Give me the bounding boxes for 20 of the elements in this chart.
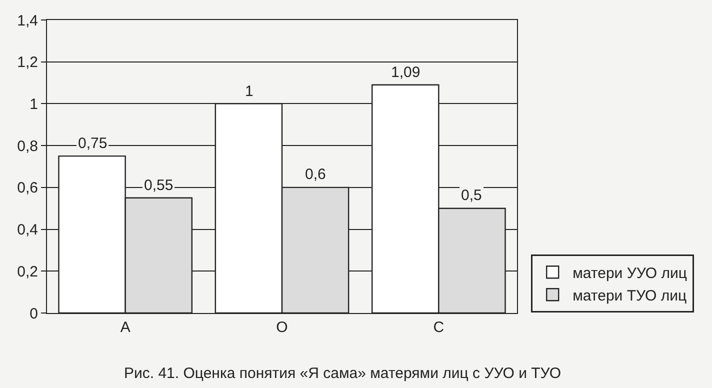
y-tick-label: 1,2	[17, 54, 38, 72]
legend-label: матери ТУО лиц	[572, 288, 688, 304]
x-tick-label: А	[120, 319, 130, 336]
text: 0,55	[144, 177, 174, 194]
text: 1	[245, 83, 254, 100]
legend-label: матери УУО лиц	[572, 265, 688, 282]
text: 0,6	[305, 166, 326, 183]
y-tick-label: 0	[30, 305, 38, 322]
y-tick-label: 0,8	[17, 138, 38, 155]
y-tick-label: 0,4	[17, 222, 38, 239]
text: 1,09	[391, 64, 420, 81]
y-tick-label: 1,4	[17, 12, 38, 30]
text: 0,75	[78, 135, 108, 152]
text: Рис. 41. Оценка понятия «Я сама» матерями лиц с УУО и ТУО	[124, 365, 561, 382]
y-tick-label: 1	[30, 96, 38, 113]
y-tick-label: 0,6	[17, 180, 38, 197]
x-tick-label: С	[433, 319, 444, 336]
y-tick-label: 0,2	[17, 263, 38, 280]
text: 0,5	[461, 187, 482, 204]
x-tick-label: О	[276, 319, 288, 336]
